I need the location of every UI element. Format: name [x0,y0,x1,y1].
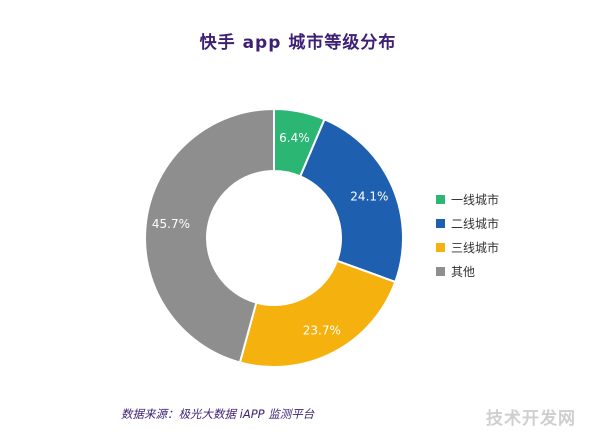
chart-title: 快手 app 城市等级分布 [199,33,397,53]
legend-swatch-other [436,266,445,276]
legend-item-tier3: 三线城市 [436,235,499,259]
data-source-note: 数据来源：极光大数据 iAPP 监测平台 [121,407,315,421]
slice-label-tier1: 6.4% [279,131,310,145]
legend-label-tier2: 二线城市 [451,216,500,231]
legend-label-tier1: 一线城市 [451,192,500,207]
legend-swatch-tier1 [436,194,445,204]
slice-label-tier3: 23.7% [303,323,341,337]
legend-label-tier3: 三线城市 [451,240,500,255]
watermark-text: 技术开发网 [486,409,576,429]
slice-label-tier2: 24.1% [350,190,388,204]
legend-swatch-tier3 [436,242,445,252]
slice-tier3 [238,259,397,368]
slice-label-other: 45.7% [152,217,190,231]
slice-tier2 [298,117,404,284]
legend-label-other: 其他 [451,264,476,279]
legend-item-tier2: 二线城市 [436,211,499,235]
legend-item-tier1: 一线城市 [436,187,499,211]
chart-legend: 一线城市 二线城市 三线城市 其他 [436,187,499,283]
slice-other [144,107,275,364]
legend-item-other: 其他 [436,259,499,283]
legend-swatch-tier2 [436,218,445,228]
